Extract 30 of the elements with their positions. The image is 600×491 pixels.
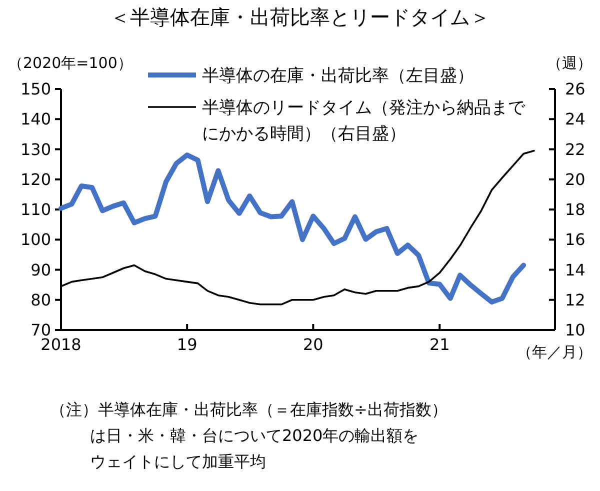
text: （注）半導体在庫・出荷比率（＝在庫指数÷出荷指数）: [50, 400, 448, 419]
legend-label: 半導体の在庫・出荷比率（左目盛）: [202, 66, 474, 86]
text: は日・米・韓・台について2020年の輸出額を: [90, 426, 419, 445]
y2-tick-label: 10: [565, 320, 586, 340]
y-tick-label: 140: [20, 110, 51, 129]
y-tick-label: 100: [20, 230, 51, 250]
y2-axis-title: （週）: [547, 54, 592, 72]
y-tick-label: 90: [30, 260, 51, 280]
y-tick-label: 120: [20, 170, 51, 189]
y-tick-label: 130: [20, 140, 51, 159]
chart-title: ＜半導体在庫・出荷比率とリードタイム＞: [110, 5, 490, 29]
y-tick-label: 80: [30, 290, 51, 310]
y-axis-title: （2020年=100）: [8, 54, 132, 72]
y2-tick-label: 12: [565, 290, 586, 310]
y2-tick-label: 16: [565, 230, 586, 250]
y2-tick-label: 18: [565, 200, 586, 220]
y-tick-label: 150: [20, 80, 51, 99]
legend-label: 半導体のリードタイム（発注から納品までにかかる時間）（右目盛）: [202, 98, 526, 144]
y2-tick-label: 26: [565, 80, 586, 99]
x-tick-label: 2018: [40, 335, 82, 354]
y2-tick-label: 20: [565, 170, 586, 189]
x-tick-label: 21: [429, 335, 450, 354]
x-tick-label: 19: [176, 335, 198, 354]
x-axis-title: （年／月）: [517, 343, 592, 361]
y2-tick-label: 24: [565, 110, 586, 129]
y2-tick-label: 14: [565, 260, 586, 280]
text: ウェイトにして加重平均: [90, 452, 266, 471]
x-tick-label: 20: [303, 335, 324, 354]
y2-tick-label: 22: [565, 140, 586, 159]
y-tick-label: 110: [20, 200, 51, 220]
